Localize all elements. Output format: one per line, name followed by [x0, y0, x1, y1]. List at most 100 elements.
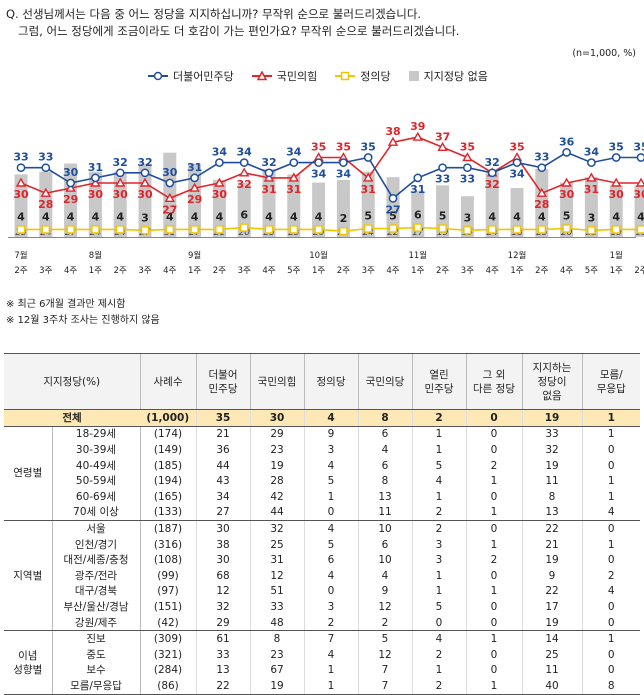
- value-cell: 5: [411, 599, 466, 615]
- row-label: 대구/경북: [52, 583, 141, 600]
- dem-value-label: 34: [311, 168, 327, 181]
- value-cell: 4: [303, 457, 358, 474]
- bar-no-party: [485, 171, 499, 237]
- point-ppp: [536, 187, 548, 197]
- sample-size: (86): [140, 678, 196, 695]
- value-cell: 25: [521, 646, 582, 663]
- value-cell: 35: [195, 409, 250, 427]
- table-row: 광주/전라 (99) 68 12 4 4 1 0 9 2: [4, 567, 640, 584]
- point-justice: [413, 223, 422, 232]
- value-cell: 0: [465, 409, 522, 427]
- row-label: 부산/울산/경남: [52, 599, 141, 615]
- x-week-label: 4주: [386, 266, 399, 276]
- point-justice: [314, 225, 323, 234]
- table-row-total: 전체 (1,000) 35 30 4 8 2 0 19 1: [4, 409, 640, 427]
- table-row: 중도 (321) 33 23 4 12 2 0 25 0: [4, 646, 640, 663]
- value-cell: 0: [581, 520, 640, 537]
- point-justice: [612, 225, 621, 234]
- point-ppp: [65, 182, 76, 192]
- point-dem: [165, 178, 175, 188]
- row-label: 대전/세종/충청: [52, 552, 141, 568]
- value-cell: 9: [303, 426, 358, 443]
- value-cell: 4: [303, 567, 358, 584]
- point-ppp: [635, 177, 644, 187]
- bar-no-party: [39, 171, 53, 237]
- x-week-label: 5주: [287, 266, 300, 276]
- legend-label: 지지정당 없음: [423, 70, 488, 83]
- ppp-value-label: 31: [261, 183, 276, 196]
- legend-item: 지지정당 없음: [408, 68, 488, 84]
- table-row: 인천/경기 (316) 38 25 5 6 3 1 21 1: [4, 536, 640, 553]
- table-row: 40-49세 (185) 44 19 4 6 5 2 19 0: [4, 457, 640, 474]
- bar-no-party: [113, 171, 127, 237]
- table-header-cell: 사례수: [139, 353, 196, 410]
- point-justice: [289, 225, 298, 234]
- x-week-label: 4주: [486, 266, 499, 276]
- justice-value-label: 4: [92, 210, 100, 223]
- value-cell: 22: [521, 583, 582, 600]
- value-cell: 2: [411, 678, 466, 695]
- point-justice: [463, 226, 472, 235]
- x-week-label: 4주: [560, 266, 573, 276]
- sample-size: (185): [153, 459, 183, 472]
- value-cell: 19: [249, 678, 304, 695]
- table-row: 연령별 18-29세 (174) 21 29 9 6 1 0 33 1: [4, 426, 640, 522]
- value-cell: 8: [249, 630, 304, 647]
- table-row: 부산/울산/경남 (151) 32 33 3 12 5 0 17 0: [4, 599, 640, 615]
- bar-no-party: [336, 179, 350, 237]
- point-ppp: [462, 152, 473, 162]
- justice-value-label: 3: [141, 211, 149, 224]
- point-ppp: [561, 177, 572, 187]
- value-cell: 25: [249, 536, 304, 553]
- value-cell: 33: [521, 426, 582, 443]
- row-label: 인천/경기: [52, 536, 141, 553]
- bar-no-party: [584, 177, 598, 237]
- value-cell: 1: [465, 630, 522, 647]
- point-ppp: [586, 172, 597, 182]
- justice-value-label: 5: [389, 210, 397, 223]
- bar-no-party: [436, 185, 450, 237]
- value-cell: 0: [581, 457, 640, 474]
- table-header-cell: 더불어 민주당: [195, 353, 250, 410]
- x-week-label: 1주: [610, 266, 623, 276]
- ppp-value-label: 31: [584, 183, 599, 196]
- group-label: 지역별: [4, 520, 53, 632]
- sample-size: (97): [157, 585, 179, 598]
- table-row: 이념 성향별 진보 (309) 61 8 7 5 4 1 14 1: [4, 630, 640, 695]
- justice-value-label: 6: [240, 209, 248, 222]
- x-week-label: 1주: [411, 266, 424, 276]
- value-cell: 19: [521, 614, 582, 632]
- point-dem: [264, 168, 274, 178]
- sample-size: (42): [140, 614, 196, 632]
- value-cell: 1: [465, 504, 522, 522]
- point-dem: [463, 163, 472, 173]
- value-cell: 43: [195, 473, 250, 489]
- value-cell: 1: [303, 488, 358, 505]
- ppp-value-label: 28: [534, 198, 549, 211]
- value-cell: 23: [249, 442, 304, 458]
- bar-no-party: [138, 163, 152, 237]
- point-ppp: [387, 136, 399, 146]
- x-week-label: 4주: [64, 266, 77, 276]
- x-week-label: 1주: [188, 266, 201, 276]
- point-dem: [91, 173, 100, 183]
- x-month-label: 11월: [408, 250, 427, 261]
- value-cell: 29: [195, 614, 250, 632]
- point-justice: [512, 225, 522, 234]
- point-dem: [66, 178, 75, 188]
- x-week-label: 2주: [14, 266, 27, 276]
- value-cell: 23: [249, 646, 304, 663]
- justice-value-label: 4: [612, 210, 620, 223]
- table-row: 지역별 서울 (187) 30 32 4 10 2 0 22 0: [4, 520, 640, 632]
- value-cell: 30: [195, 552, 250, 568]
- sample-size: (174): [153, 428, 183, 441]
- value-cell: 5: [303, 473, 358, 489]
- point-dem: [16, 163, 26, 173]
- sample-size: (194): [153, 475, 183, 488]
- table-row: 강원/제주 (42) 29 48 2 2 0 0 19 0: [4, 614, 640, 632]
- notes: ※ 최근 6개월 결과만 제시함 ※ 12월 3주차 조사는 진행하지 않음: [6, 297, 160, 329]
- value-cell: 0: [411, 614, 466, 632]
- row-label: 40-49세: [52, 457, 141, 474]
- justice-value-label: 4: [513, 210, 521, 223]
- group-label: 연령별: [4, 426, 53, 522]
